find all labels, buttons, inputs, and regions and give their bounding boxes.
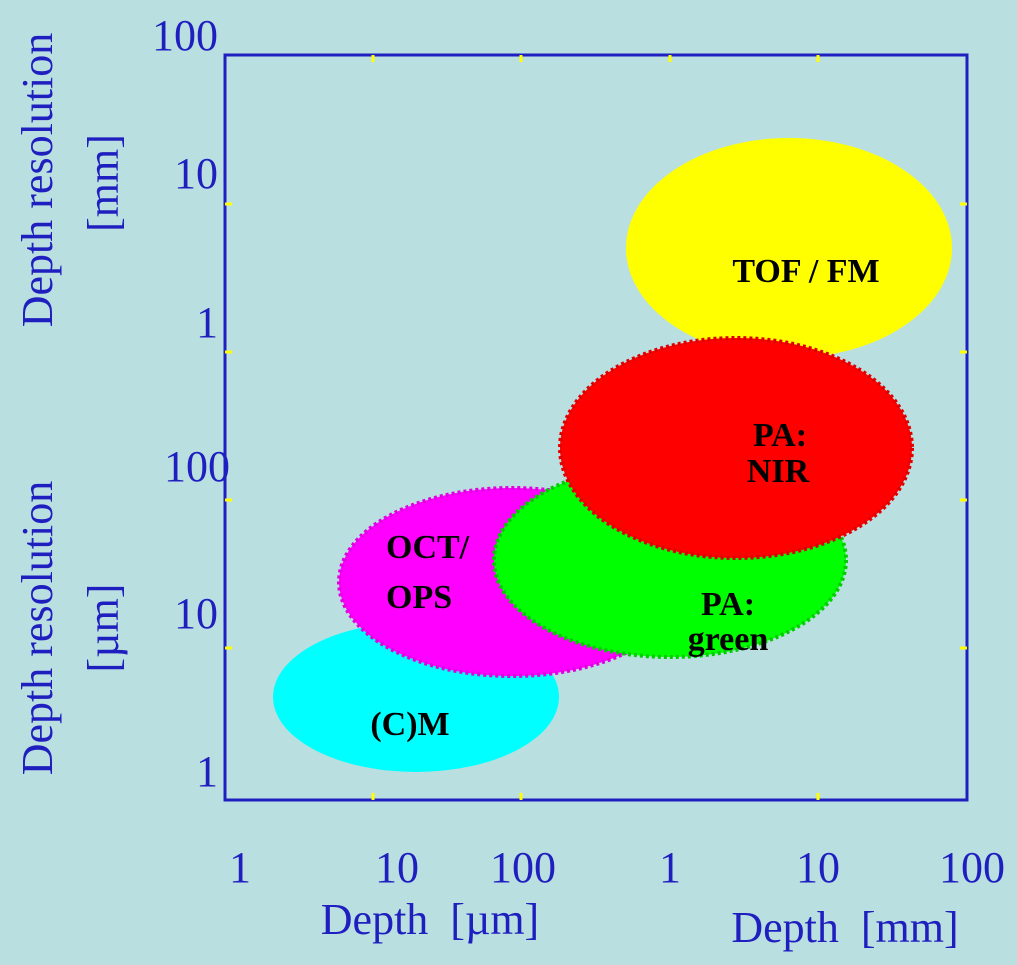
region-label: (C)M [370, 706, 449, 743]
y-axis-title: [mm] [79, 134, 128, 232]
region-pa-nir [558, 336, 914, 560]
y-axis-title: [µm] [79, 584, 128, 673]
region-label: NIR [747, 453, 810, 490]
region-label: PA: [753, 417, 807, 454]
x-tick-label: 10 [375, 843, 419, 892]
y-tick-label: 10 [174, 149, 218, 198]
region-label: TOF / FM [732, 253, 879, 290]
region-label: PA: [701, 586, 755, 623]
y-tick-label: 100 [164, 442, 230, 491]
region-label: OCT/ [386, 529, 470, 566]
region-label: green [688, 621, 769, 658]
x-tick-label: 100 [939, 843, 1005, 892]
x-axis-title: Depth [mm] [731, 903, 958, 952]
region-label: OPS [386, 579, 452, 616]
tick-marks [225, 55, 967, 800]
y-tick-label: 100 [152, 11, 218, 60]
plot-frame [223, 53, 969, 802]
x-tick-label: 10 [796, 843, 840, 892]
x-tick-label: 1 [229, 843, 251, 892]
region-tof [626, 138, 952, 358]
x-axis-title: Depth [µm] [321, 895, 539, 944]
x-tick-label: 1 [659, 843, 681, 892]
y-tick-label: 1 [196, 747, 218, 796]
x-tick-label: 100 [490, 843, 556, 892]
y-tick-label: 1 [196, 298, 218, 347]
y-axis-title: Depth resolution [13, 33, 62, 328]
y-axis-title: Depth resolution [13, 481, 62, 776]
y-tick-label: 10 [174, 589, 218, 638]
